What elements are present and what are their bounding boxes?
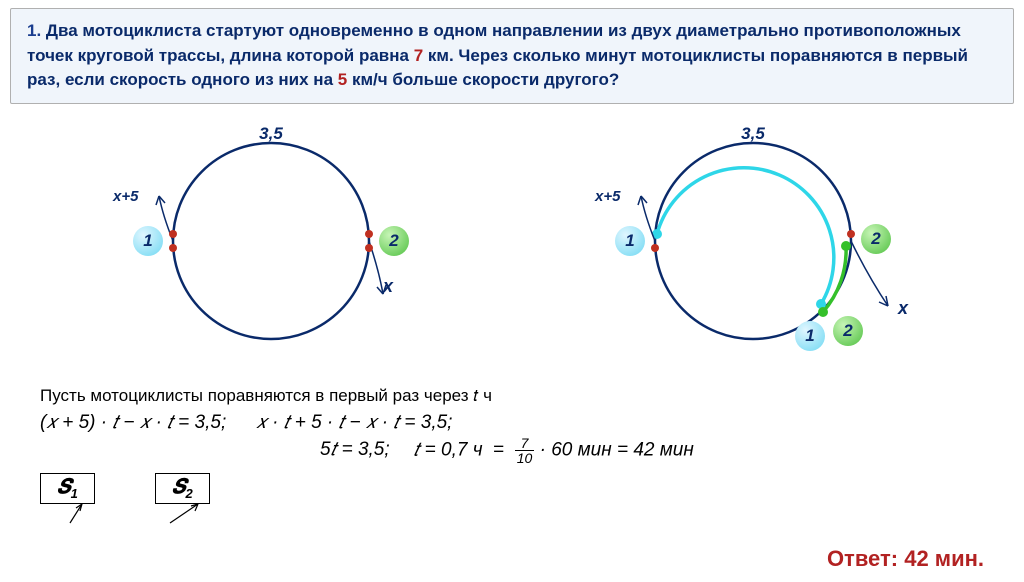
problem-number: 1. <box>27 21 41 40</box>
s2-box: 𝑺2 <box>155 473 210 504</box>
diagram-1: 3,5 x+5 x 1 2 <box>61 126 481 376</box>
fraction: 7 10 <box>515 436 535 465</box>
d1-svg <box>61 126 481 376</box>
d2-svg <box>543 126 963 376</box>
eq1: (𝑥 + 5) · 𝑡 − 𝑥 · 𝑡 = 3,5; <box>40 412 226 434</box>
eq4b: · 60 мин = 42 мин <box>540 439 694 460</box>
d2-x: x <box>898 298 908 319</box>
s1-label: 𝑺 <box>57 476 71 498</box>
s-arrows <box>40 501 280 531</box>
d2-x-plus-5: x+5 <box>595 188 620 205</box>
d1-marker-1: 1 <box>133 226 163 256</box>
s1-sub: 1 <box>71 486 78 501</box>
s2-sub: 2 <box>185 486 192 501</box>
s2-label: 𝑺 <box>172 476 186 498</box>
d2-marker-1-end: 1 <box>795 321 825 351</box>
solution-intro: Пусть мотоциклисты поравняются в первый … <box>40 386 984 406</box>
frac-num: 7 <box>515 436 535 451</box>
d2-marker-2-end: 2 <box>833 316 863 346</box>
d1-half-track: 3,5 <box>259 124 283 144</box>
eq4: 𝑡 = 0,7 ч = 7 10 · 60 мин = 42 мин <box>414 436 694 465</box>
eq2: 𝑥 · 𝑡 + 5 · 𝑡 − 𝑥 · 𝑡 = 3,5; <box>256 412 452 434</box>
math-row-1: (𝑥 + 5) · 𝑡 − 𝑥 · 𝑡 = 3,5; 𝑥 · 𝑡 + 5 · 𝑡… <box>40 412 984 434</box>
d1-marker-2: 2 <box>379 226 409 256</box>
frac-den: 10 <box>515 451 535 465</box>
d1-x: x <box>383 276 393 297</box>
d1-x-plus-5: x+5 <box>113 188 138 205</box>
d2-marker-2-start: 2 <box>861 224 891 254</box>
answer: Ответ: 42 мин. <box>827 546 984 572</box>
problem-text-3: км/ч больше скорости другого? <box>347 70 619 89</box>
math-row-2: 5𝑡 = 3,5; 𝑡 = 0,7 ч = 7 10 · 60 мин = 42… <box>320 436 984 465</box>
diagrams-row: 3,5 x+5 x 1 2 3,5 x+5 x <box>0 126 1024 376</box>
track-length: 7 <box>414 46 423 65</box>
d2-half-track: 3,5 <box>741 124 765 144</box>
s1-box: 𝑺1 <box>40 473 95 504</box>
eq4a: 𝑡 = 0,7 ч <box>414 439 483 460</box>
d2-marker-1-start: 1 <box>615 226 645 256</box>
diagram-2: 3,5 x+5 x 1 2 1 2 <box>543 126 963 376</box>
s-boxes: 𝑺1 𝑺2 <box>40 473 1024 504</box>
speed-diff: 5 <box>338 70 347 89</box>
eq3: 5𝑡 = 3,5; <box>320 439 390 461</box>
solution-block: Пусть мотоциклисты поравняются в первый … <box>0 376 1024 465</box>
problem-statement: 1. Два мотоциклиста стартуют одновременн… <box>10 8 1014 104</box>
